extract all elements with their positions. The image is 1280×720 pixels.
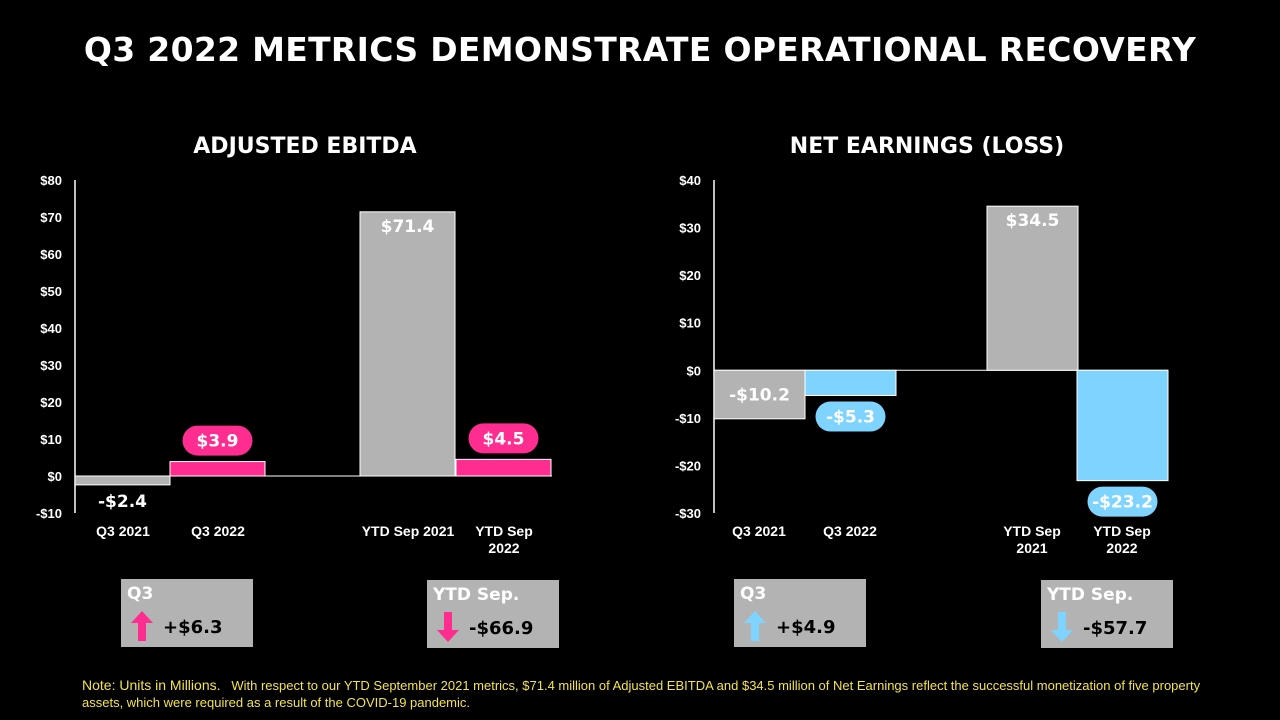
x-tick-label: YTD Sep [1003,523,1061,539]
y-tick-label: $50 [40,284,62,299]
summary-value: +$6.3 [163,617,223,638]
summary-value: -$57.7 [1083,618,1148,639]
x-tick-label: 2021 [1016,540,1047,556]
bar [455,458,552,477]
summary-box-ebitda-ytd: YTD Sep. -$66.9 [427,580,559,648]
summary-value: +$4.9 [776,617,836,638]
summary-label: YTD Sep. [433,585,520,605]
bar [986,205,1079,371]
data-label-pill [815,401,886,432]
summary-label: Q3 [740,584,767,604]
y-tick-label: -$30 [675,506,701,521]
footnote-text: With respect to our YTD September 2021 m… [82,678,1201,710]
y-tick-label: $80 [40,173,62,188]
bar [169,461,266,477]
x-tick-label: YTD Sep 2021 [362,523,455,539]
chart-title-ebitda: ADJUSTED EBITDA [193,134,417,159]
bar [713,369,806,420]
y-tick-label: $10 [679,316,701,331]
data-label-pill [1087,486,1158,517]
summary-label: YTD Sep. [1047,585,1134,605]
summary-value: -$66.9 [469,618,534,639]
data-label: -$10.2 [729,386,790,406]
arrow-up-icon [131,611,153,641]
y-tick-label: $60 [40,247,62,262]
data-label: $71.4 [381,217,435,237]
page-title: Q3 2022 METRICS DEMONSTRATE OPERATIONAL … [83,30,1197,69]
summary-box-ebitda-q3: Q3 +$6.3 [121,579,253,647]
arrow-down-shape [437,612,459,642]
arrow-up-shape [744,611,766,641]
x-tick-label: Q3 2022 [823,523,877,539]
x-tick-label: YTD Sep [1093,523,1151,539]
footnote: Note: Units in Millions. With respect to… [82,677,1202,711]
data-label: $34.5 [1006,211,1060,231]
arrow-down-icon [437,612,459,642]
summary-label: Q3 [127,584,154,604]
x-tick-label: Q3 2021 [732,523,786,539]
y-tick-label: $0 [687,363,701,378]
y-tick-label: $40 [679,173,701,188]
y-tick-label: -$10 [36,506,62,521]
chart-title-net-earnings: NET EARNINGS (LOSS) [789,134,1065,159]
x-tick-label: 2022 [1106,540,1137,556]
footnote-lead: Note: Units in Millions. [82,677,221,693]
data-label-pill [182,425,253,456]
data-label-pill [468,423,539,454]
y-tick-label: $20 [40,395,62,410]
bar [1076,369,1169,482]
bar [359,211,456,477]
x-tick-label: Q3 2022 [191,523,245,539]
y-tick-label: $40 [40,321,62,336]
y-tick-label: $30 [40,358,62,373]
y-tick-label: $0 [48,469,62,484]
x-tick-label: YTD Sep [475,523,533,539]
y-tick-label: $70 [40,210,62,225]
data-label: $4.5 [483,429,525,449]
x-tick-label: 2022 [488,540,519,556]
x-tick-label: Q3 2021 [96,523,150,539]
bar [804,369,897,396]
y-tick-label: $20 [679,268,701,283]
y-tick-label: $30 [679,221,701,236]
y-tick-label: -$10 [675,411,701,426]
arrow-up-shape [131,611,153,641]
y-tick-label: $10 [40,432,62,447]
bar [74,475,171,486]
data-label: -$23.2 [1092,493,1153,513]
summary-box-net-ytd: YTD Sep. -$57.7 [1041,580,1173,648]
data-label: -$5.3 [826,407,875,427]
arrow-down-shape [1051,612,1073,642]
y-tick-label: -$20 [675,458,701,473]
arrow-down-icon [1051,612,1073,642]
summary-box-net-q3: Q3 +$4.9 [734,579,866,647]
data-label: $3.9 [197,432,239,452]
arrow-up-icon [744,611,766,641]
charts-canvas: -$10 $0 $10 $20 $30 $40 $50 $60 $70 $80 Q3 2021 Q3 … [36,173,1169,556]
data-label: -$2.4 [98,492,147,512]
